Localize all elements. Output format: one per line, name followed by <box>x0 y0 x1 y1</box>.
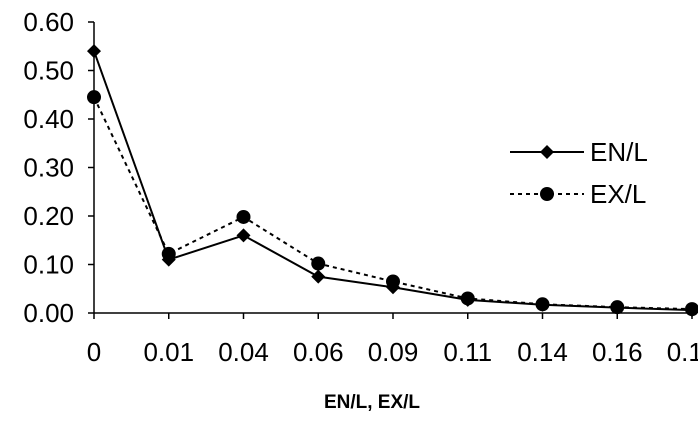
data-point <box>236 228 251 243</box>
data-point <box>161 246 176 261</box>
x-tick-label: 0.16 <box>592 337 643 367</box>
legend-marker <box>540 145 554 159</box>
y-tick-label: 0.30 <box>23 153 74 183</box>
legend-entry: EN/L <box>510 137 648 167</box>
data-point <box>87 90 101 105</box>
legend-marker <box>540 187 554 201</box>
data-point <box>535 297 550 312</box>
y-tick-label: 0.00 <box>23 298 74 328</box>
x-tick-label: 0.11 <box>443 337 492 367</box>
x-tick-label: 0.14 <box>517 337 568 367</box>
series-layer <box>87 44 698 318</box>
x-tick-label: 0.19 <box>667 337 698 367</box>
y-tick-label: 0.40 <box>23 104 74 134</box>
data-point <box>311 269 326 284</box>
legend-label: EX/L <box>590 179 646 209</box>
legend: EN/L EX/L <box>510 137 648 209</box>
x-tick-label: 0.04 <box>218 337 269 367</box>
data-point <box>685 302 698 317</box>
data-point <box>460 291 475 306</box>
y-tick-label: 0.50 <box>23 56 74 86</box>
x-axis-title: EN/L, EX/L <box>324 392 420 413</box>
x-tick-label: 0 <box>87 337 101 367</box>
legend-label: EN/L <box>590 137 648 167</box>
y-tick-label: 0.20 <box>23 201 74 231</box>
series-ex-l <box>87 90 698 317</box>
y-tick-label: 0.10 <box>23 250 74 280</box>
series-line <box>93 96 693 311</box>
data-point <box>236 209 251 224</box>
y-tick-label: 0.60 <box>23 7 74 37</box>
axes: 0.00 0.10 0.20 0.30 0.40 0.50 0.60 0 0.01 0.04 0.0… <box>23 7 698 367</box>
legend-entry: EX/L <box>510 179 646 209</box>
data-point <box>311 256 326 271</box>
x-tick-label: 0.01 <box>143 337 194 367</box>
x-tick-label: 0.06 <box>293 337 344 367</box>
data-point <box>386 274 400 289</box>
data-point <box>610 300 625 315</box>
data-point <box>87 44 101 59</box>
x-tick-label: 0.09 <box>368 337 419 367</box>
